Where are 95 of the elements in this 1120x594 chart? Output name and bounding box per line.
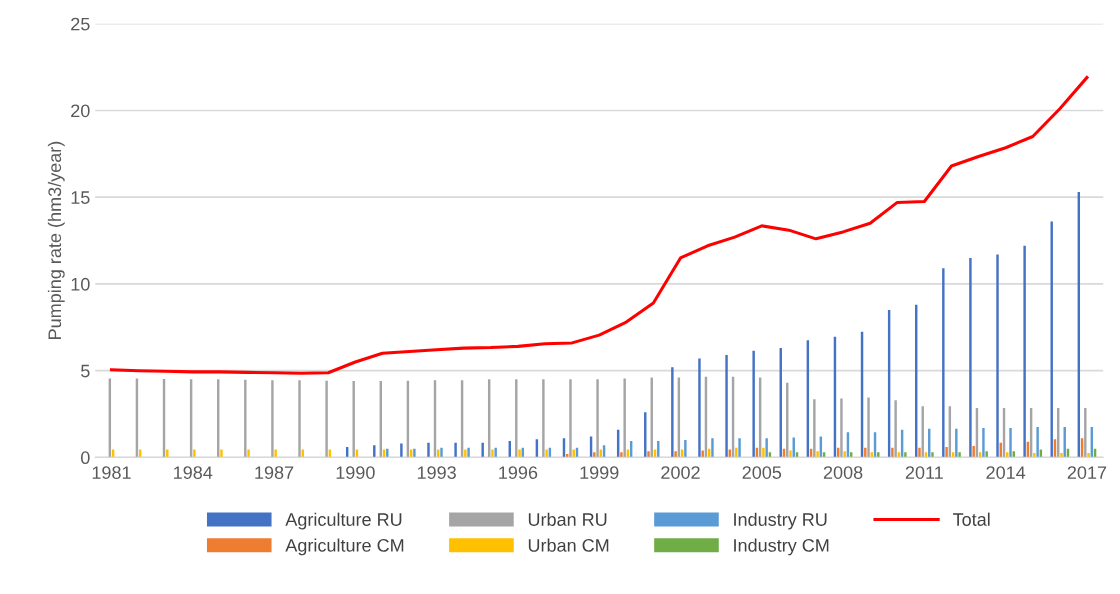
legend-label: Urban RU — [528, 512, 607, 526]
bar — [596, 379, 599, 458]
bar — [1084, 407, 1087, 458]
bar — [542, 379, 545, 458]
bar — [843, 451, 846, 458]
bar — [647, 451, 650, 458]
bar — [864, 447, 867, 458]
bar — [454, 442, 457, 458]
bar — [918, 447, 921, 458]
bar — [891, 447, 894, 458]
bar — [1060, 453, 1063, 458]
bar — [945, 446, 948, 458]
bar — [325, 380, 328, 458]
bar — [671, 367, 674, 458]
bar — [569, 379, 572, 458]
bar — [867, 397, 870, 458]
bar — [620, 452, 623, 458]
legend-label: Agriculture RU — [285, 512, 402, 530]
bar — [904, 452, 907, 458]
x-tick-label: 2005 — [742, 466, 782, 479]
bar — [1023, 245, 1026, 458]
bar — [711, 438, 714, 458]
bar — [969, 257, 972, 458]
bar — [373, 445, 376, 458]
bar — [352, 381, 355, 458]
bar — [738, 438, 741, 458]
bar — [752, 350, 755, 458]
legend-label: Urban CM — [528, 538, 609, 552]
bar — [765, 438, 768, 458]
bar — [789, 450, 792, 458]
y-tick-label: 20 — [71, 104, 90, 118]
x-tick-label: 1990 — [336, 466, 375, 479]
x-tick-label: 2008 — [823, 466, 863, 479]
bar — [996, 254, 999, 458]
bar — [762, 447, 765, 458]
bar — [247, 449, 250, 458]
y-tick-label: 15 — [71, 191, 90, 204]
bar — [1009, 427, 1012, 458]
bar — [972, 446, 975, 458]
y-tick-label: 10 — [71, 277, 90, 291]
bar — [545, 449, 548, 458]
bar — [955, 428, 958, 458]
bar — [427, 442, 430, 458]
line-series — [109, 76, 1089, 375]
bar — [244, 379, 247, 458]
bar — [982, 427, 985, 458]
y-tick-label: 5 — [81, 364, 90, 378]
bar — [274, 449, 277, 458]
bar — [193, 449, 196, 458]
bar — [220, 449, 223, 458]
bar — [958, 452, 961, 458]
bar — [400, 443, 403, 458]
x-tick-label: 2011 — [905, 466, 943, 479]
bar — [623, 378, 626, 458]
x-tick-label: 2002 — [661, 466, 700, 479]
y-tick-label: 25 — [71, 17, 90, 31]
bar — [1087, 453, 1090, 458]
bar — [386, 448, 389, 458]
x-tick-label: 1999 — [580, 466, 619, 479]
bar — [684, 440, 687, 458]
bar — [1036, 427, 1039, 458]
bar — [701, 450, 704, 458]
bar — [271, 380, 274, 458]
x-tick-label: 1993 — [417, 466, 456, 479]
x-tick-label: 1987 — [255, 466, 294, 479]
bar — [816, 451, 819, 458]
bar — [1050, 221, 1053, 458]
x-tick-label: 2017 — [1067, 466, 1107, 479]
bar — [840, 398, 843, 458]
bar — [698, 358, 701, 458]
bar — [877, 452, 880, 458]
y-tick-label: 0 — [81, 451, 90, 465]
bar — [674, 451, 677, 458]
bar — [481, 442, 484, 458]
bar — [985, 451, 988, 458]
bar — [593, 452, 596, 458]
bar — [1033, 453, 1036, 458]
bar — [931, 452, 934, 458]
x-tick-label: 1996 — [499, 466, 538, 479]
y-axis-title: Pumping rate (hm3/year) — [47, 141, 65, 339]
x-tick-label: 1981 — [92, 466, 131, 479]
bar — [813, 399, 816, 458]
bar — [298, 380, 301, 458]
legend-label: Industry CM — [734, 538, 829, 556]
bar — [515, 379, 518, 458]
bar — [942, 268, 945, 458]
bar — [413, 448, 416, 458]
legend-label: Total — [953, 512, 990, 526]
legend-label: Agriculture CM — [285, 538, 404, 556]
x-tick-label: 2014 — [986, 466, 1026, 479]
bar — [725, 355, 728, 458]
bar — [735, 447, 738, 458]
x-tick-label: 1984 — [174, 466, 213, 479]
legend-label: Industry RU — [734, 512, 827, 530]
bar — [894, 400, 897, 458]
